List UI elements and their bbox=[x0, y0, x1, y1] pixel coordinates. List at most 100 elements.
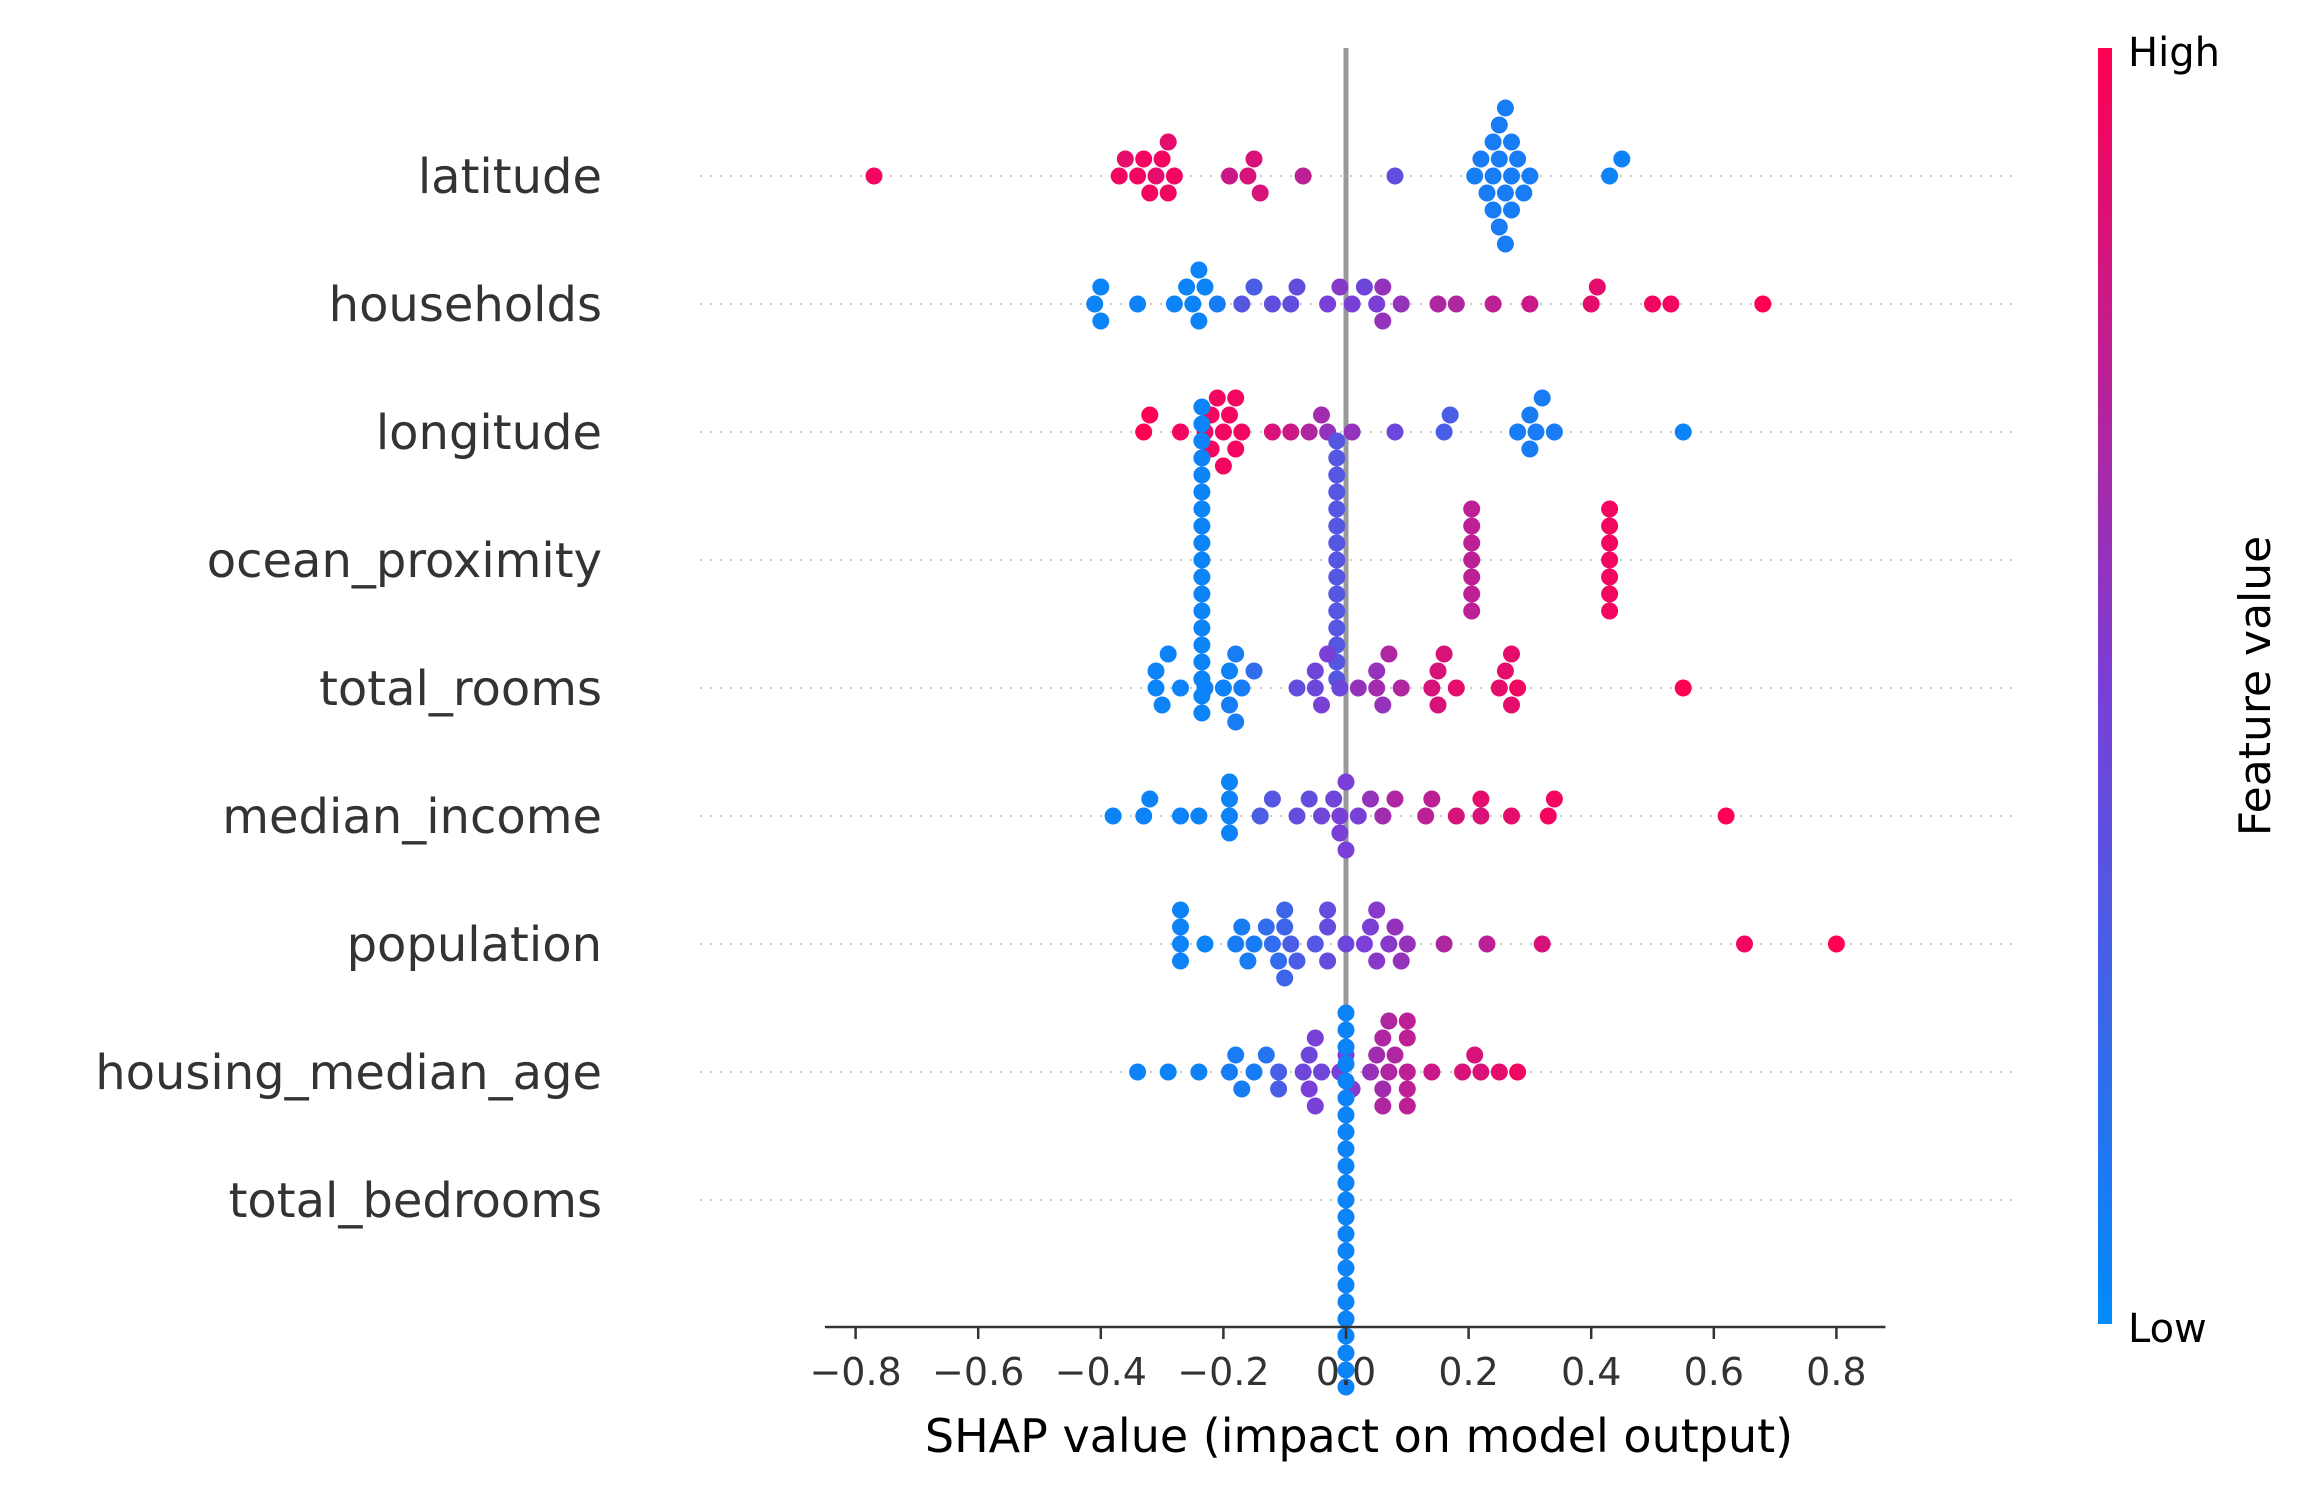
x-axis-ticks: −0.8 −0.6 −0.4 −0.2 0.0 0.2 0.4 0.6 0.8 bbox=[809, 1327, 1867, 1394]
data-point-ocean_proximity bbox=[1193, 466, 1211, 484]
data-point-total_rooms bbox=[1380, 645, 1398, 663]
data-point-households bbox=[1129, 295, 1147, 313]
data-point-population bbox=[1306, 935, 1324, 953]
data-point-median_income bbox=[1362, 790, 1379, 808]
data-point-ocean_proximity bbox=[1193, 534, 1211, 552]
data-point-ocean_proximity bbox=[1328, 551, 1346, 569]
data-point-latitude bbox=[1386, 167, 1404, 185]
data-point-housing_median_age bbox=[1300, 1080, 1318, 1098]
data-point-total_rooms bbox=[1503, 696, 1520, 714]
data-point-households bbox=[1208, 295, 1226, 313]
data-point-housing_median_age bbox=[1398, 1029, 1416, 1047]
data-point-median_income bbox=[1104, 807, 1122, 825]
data-point-ocean_proximity bbox=[1193, 619, 1211, 637]
data-point-housing_median_age bbox=[1245, 1063, 1263, 1081]
data-point-total_rooms bbox=[1496, 662, 1514, 680]
data-point-households bbox=[1165, 295, 1183, 313]
data-point-housing_median_age bbox=[1509, 1063, 1527, 1081]
data-points bbox=[865, 99, 1845, 1396]
data-point-latitude bbox=[1153, 150, 1171, 168]
data-point-total_rooms bbox=[1368, 679, 1386, 697]
data-point-households bbox=[1184, 295, 1202, 313]
data-point-households bbox=[1754, 295, 1772, 313]
data-point-longitude bbox=[1441, 406, 1459, 424]
data-point-population bbox=[1233, 918, 1251, 936]
data-point-latitude bbox=[1496, 184, 1514, 202]
data-point-total_bedrooms bbox=[1337, 1140, 1355, 1158]
data-point-housing_median_age bbox=[1313, 1063, 1330, 1081]
data-point-housing_median_age bbox=[1306, 1097, 1324, 1115]
data-point-housing_median_age bbox=[1398, 1097, 1416, 1115]
data-point-total_rooms bbox=[1306, 679, 1324, 697]
data-point-households bbox=[1282, 295, 1300, 313]
data-point-population bbox=[1392, 952, 1410, 970]
data-point-longitude bbox=[1214, 457, 1232, 475]
data-point-population bbox=[1172, 918, 1189, 936]
data-point-latitude bbox=[1110, 167, 1128, 185]
data-point-latitude bbox=[1496, 99, 1514, 117]
feature-label-total_bedrooms: total_bedrooms bbox=[229, 1173, 602, 1229]
data-point-total_rooms bbox=[1159, 645, 1177, 663]
data-point-total_rooms bbox=[1509, 679, 1527, 697]
data-point-total_rooms bbox=[1313, 696, 1330, 714]
data-point-total_bedrooms bbox=[1337, 1021, 1355, 1039]
data-point-total_rooms bbox=[1447, 679, 1465, 697]
data-point-median_income bbox=[1717, 807, 1735, 825]
data-point-ocean_proximity bbox=[1463, 602, 1481, 620]
data-point-population bbox=[1827, 935, 1845, 953]
data-point-population bbox=[1398, 935, 1416, 953]
data-point-ocean_proximity bbox=[1601, 585, 1619, 603]
data-point-median_income bbox=[1331, 807, 1349, 825]
data-point-ocean_proximity bbox=[1193, 432, 1211, 450]
data-point-median_income bbox=[1503, 807, 1520, 825]
data-point-total_rooms bbox=[1147, 679, 1165, 697]
data-point-ocean_proximity bbox=[1193, 602, 1211, 620]
x-tick-label: −0.6 bbox=[932, 1350, 1024, 1394]
data-point-population bbox=[1319, 952, 1337, 970]
data-point-ocean_proximity bbox=[1193, 483, 1211, 501]
data-point-latitude bbox=[1503, 201, 1520, 219]
data-point-longitude bbox=[1282, 423, 1300, 441]
data-point-total_rooms bbox=[1319, 645, 1337, 663]
data-point-total_rooms bbox=[1221, 696, 1238, 714]
data-point-total_bedrooms bbox=[1337, 1072, 1355, 1090]
data-point-median_income bbox=[1472, 790, 1490, 808]
data-point-latitude bbox=[1484, 167, 1502, 185]
data-point-total_bedrooms bbox=[1337, 1038, 1355, 1056]
data-point-longitude bbox=[1227, 389, 1245, 407]
colorbar bbox=[2098, 48, 2112, 1324]
data-point-ocean_proximity bbox=[1601, 534, 1619, 552]
data-point-median_income bbox=[1337, 841, 1355, 859]
data-point-housing_median_age bbox=[1398, 1012, 1416, 1030]
feature-label-longitude: longitude bbox=[376, 405, 602, 461]
data-point-housing_median_age bbox=[1386, 1046, 1404, 1064]
data-point-total_rooms bbox=[1429, 662, 1447, 680]
data-point-total_rooms bbox=[1306, 662, 1324, 680]
data-point-households bbox=[1374, 312, 1392, 330]
data-point-households bbox=[1588, 278, 1606, 296]
data-point-total_bedrooms bbox=[1337, 1106, 1355, 1124]
feature-label-latitude: latitude bbox=[418, 149, 602, 205]
data-point-ocean_proximity bbox=[1328, 534, 1346, 552]
data-point-population bbox=[1380, 935, 1398, 953]
data-point-ocean_proximity bbox=[1328, 602, 1346, 620]
data-point-population bbox=[1368, 901, 1386, 919]
data-point-median_income bbox=[1417, 807, 1435, 825]
data-point-median_income bbox=[1263, 790, 1281, 808]
x-axis-title: SHAP value (impact on model output) bbox=[925, 1409, 1793, 1463]
data-point-latitude bbox=[1613, 150, 1631, 168]
data-point-population bbox=[1386, 918, 1404, 936]
data-point-latitude bbox=[1490, 116, 1508, 134]
data-point-households bbox=[1092, 278, 1110, 296]
data-point-population bbox=[1288, 952, 1306, 970]
data-point-ocean_proximity bbox=[1193, 449, 1211, 467]
data-point-population bbox=[1276, 918, 1294, 936]
data-point-households bbox=[1263, 295, 1281, 313]
data-point-total_rooms bbox=[1227, 713, 1245, 731]
data-point-population bbox=[1263, 935, 1281, 953]
data-point-total_bedrooms bbox=[1337, 1157, 1355, 1175]
colorbar-title: Feature value bbox=[2230, 536, 2281, 836]
data-point-ocean_proximity bbox=[1463, 500, 1481, 518]
data-point-households bbox=[1331, 278, 1349, 296]
data-point-housing_median_age bbox=[1270, 1080, 1288, 1098]
